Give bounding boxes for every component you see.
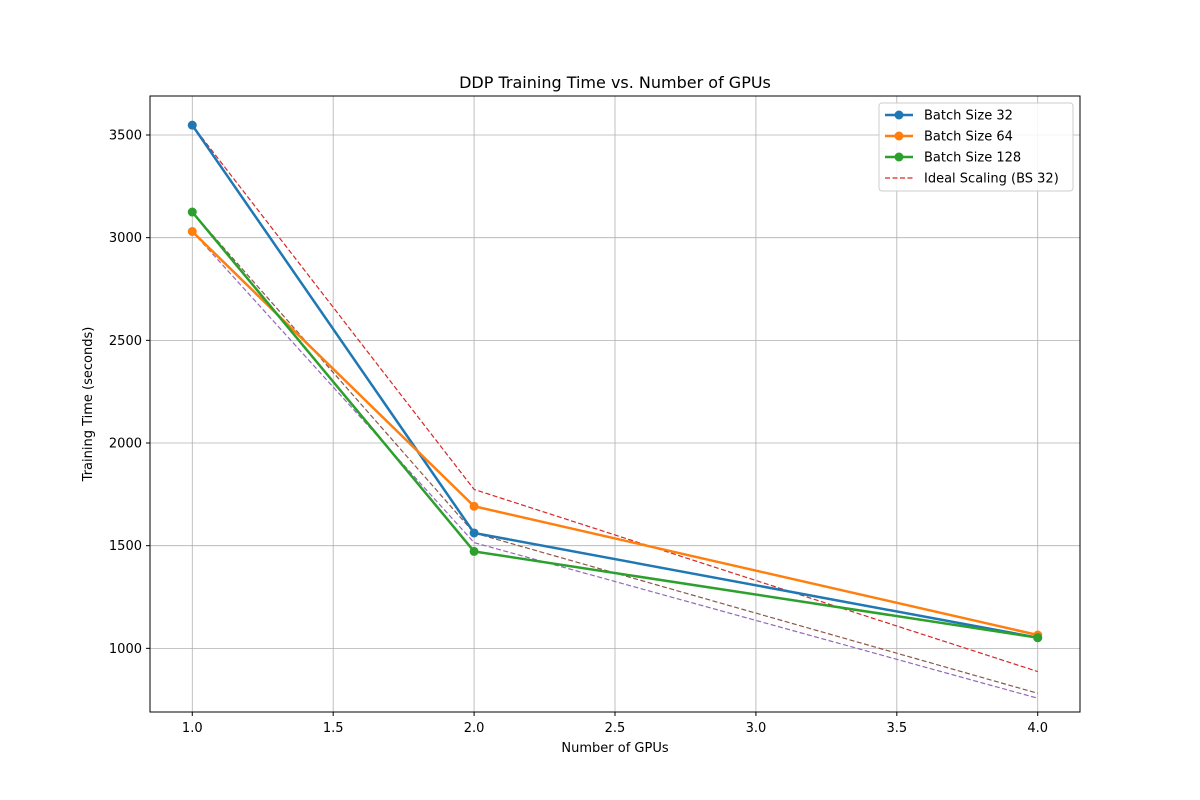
data-point — [469, 546, 479, 556]
data-point — [187, 120, 197, 130]
x-axis-label: Number of GPUs — [561, 741, 668, 756]
y-axis-label: Training Time (seconds) — [81, 327, 96, 483]
y-tick-label: 3500 — [109, 129, 142, 144]
legend-label: Ideal Scaling (BS 32) — [924, 172, 1059, 187]
grid-layer — [150, 96, 1080, 712]
x-tick-label: 2.5 — [605, 721, 626, 736]
y-tick-label: 3000 — [109, 231, 142, 246]
legend-marker — [894, 110, 904, 120]
series-line-4 — [191, 231, 1038, 699]
legend-label: Batch Size 128 — [924, 151, 1021, 166]
x-tick-label: 3.5 — [886, 721, 907, 736]
legend-box — [878, 102, 1074, 192]
data-point — [469, 501, 479, 511]
series-line-5 — [191, 211, 1038, 694]
x-tick-label: 1.0 — [182, 721, 203, 736]
legend-marker — [894, 152, 904, 162]
data-point — [469, 528, 479, 538]
ticks-layer: 1.0 1.5 2.0 2.5 3.0 3.5 4.0 1000 1500 2000 2500 300… — [109, 129, 1048, 736]
legend-label: Batch Size 32 — [924, 109, 1013, 124]
y-tick-label: 1500 — [109, 539, 142, 554]
x-tick-label: 4.0 — [1027, 721, 1048, 736]
data-point — [187, 207, 197, 217]
x-tick-label: 3.0 — [746, 721, 767, 736]
data-point — [1033, 633, 1043, 643]
y-tick-label: 1000 — [109, 642, 142, 657]
x-tick-label: 1.5 — [323, 721, 344, 736]
chart-title: DDP Training Time vs. Number of GPUs — [459, 73, 771, 92]
y-tick-label: 2500 — [109, 334, 142, 349]
data-point — [187, 227, 197, 237]
y-tick-label: 2000 — [109, 437, 142, 452]
legend-marker — [894, 131, 904, 141]
series-line-3 — [191, 124, 1038, 673]
legend: Batch Size 32 Batch Size 64 Batch Size 128… — [878, 102, 1074, 192]
legend-label: Batch Size 64 — [924, 130, 1013, 145]
series-layer — [187, 120, 1043, 699]
x-tick-label: 2.0 — [464, 721, 485, 736]
